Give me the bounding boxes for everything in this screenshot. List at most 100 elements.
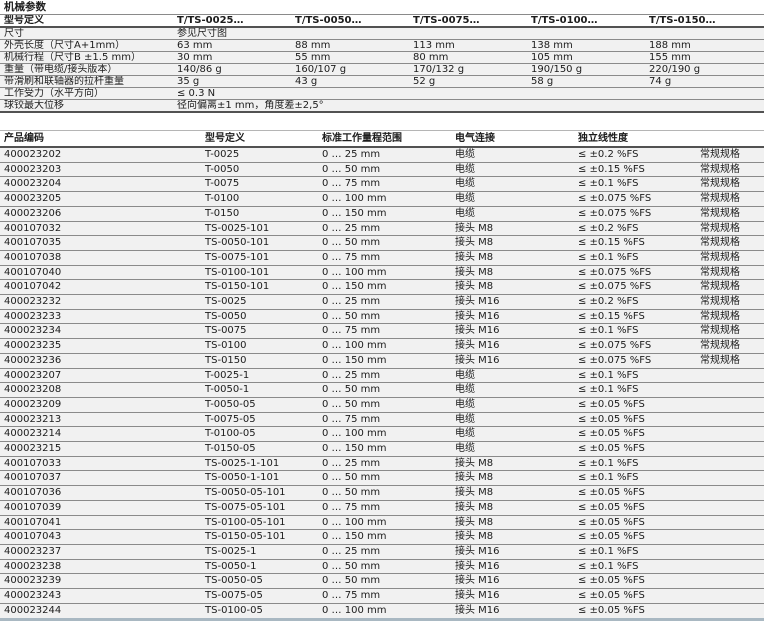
spec-tag-cell xyxy=(696,397,764,412)
model-cell: T-0050-05 xyxy=(205,398,256,410)
connection-cell: 接头 M8 xyxy=(455,487,494,499)
product-row: 400023207 T-0025-1 0 … 25 mm 电缆 ≤ ±0.1 %FS xyxy=(0,368,764,383)
linearity-cell: ≤ ±0.05 %FS xyxy=(578,398,645,410)
product-code-cell: 400023204 xyxy=(4,178,62,190)
connection-cell: 接头 M16 xyxy=(455,545,500,557)
product-code-cell: 400023233 xyxy=(4,310,62,322)
spec-tag-cell: 常规规格 xyxy=(700,354,740,366)
product-row: 400107043 TS-0150-05-101 0 … 150 mm 接头 M8 ≤ … xyxy=(0,529,764,545)
model-cell: T-0150 xyxy=(205,207,240,219)
product-code-cell: 400107036 xyxy=(4,487,62,499)
spec-tag-cell xyxy=(696,530,764,545)
mech-row-value: 58 g xyxy=(531,76,554,87)
product-row: 400107038 TS-0075-101 0 … 75 mm 接头 M8 ≤ ±0.1… xyxy=(0,250,764,266)
model-cell: TS-0100-05 xyxy=(205,604,263,616)
spec-tag-cell xyxy=(696,574,764,589)
connection-cell: 接头 M8 xyxy=(455,222,494,234)
product-column-header: 标准工作量程范围 xyxy=(322,133,402,144)
product-row: 400023234 TS-0075 0 … 75 mm 接头 M16 ≤ ±0.1 %F… xyxy=(0,323,764,339)
range-cell: 0 … 100 mm xyxy=(322,193,387,205)
product-row: 400107040 TS-0100-101 0 … 100 mm 接头 M8 ≤ ±0.… xyxy=(0,265,764,280)
spec-tag-cell xyxy=(696,500,764,515)
linearity-cell: ≤ ±0.05 %FS xyxy=(578,575,645,587)
product-row: 400023204 T-0075 0 … 75 mm 电缆 ≤ ±0.1 %FS 常规规格 xyxy=(0,176,764,192)
range-cell: 0 … 25 mm xyxy=(322,222,381,234)
product-code-cell: 400023215 xyxy=(4,443,62,455)
range-cell: 0 … 75 mm xyxy=(322,413,381,425)
spec-tag-cell xyxy=(696,589,764,604)
range-cell: 0 … 150 mm xyxy=(322,443,387,455)
mech-header-label: 型号定义 xyxy=(4,15,44,26)
mech-row: 重量（带电缆/接头版本） 140/86 g 160/107 g 170/132 g 19… xyxy=(0,63,764,76)
range-cell: 0 … 25 mm xyxy=(322,545,381,557)
spec-tag-cell xyxy=(696,427,764,442)
connection-cell: 接头 M16 xyxy=(455,604,500,616)
mech-row-value: 155 mm xyxy=(649,52,691,63)
linearity-cell: ≤ ±0.1 %FS xyxy=(578,545,639,557)
range-cell: 0 … 75 mm xyxy=(322,325,381,337)
range-cell: 0 … 100 mm xyxy=(322,516,387,528)
model-cell: TS-0100-05-101 xyxy=(205,516,286,528)
linearity-cell: ≤ ±0.2 %FS xyxy=(578,296,639,308)
linearity-cell: ≤ ±0.1 %FS xyxy=(578,472,639,484)
mech-row-value: 140/86 g xyxy=(177,64,222,75)
linearity-cell: ≤ ±0.1 %FS xyxy=(578,369,639,381)
mech-row-value: 35 g xyxy=(177,76,200,87)
linearity-cell: ≤ ±0.075 %FS xyxy=(578,266,652,278)
product-row: 400023232 TS-0025 0 … 25 mm 接头 M16 ≤ ±0.2 %F… xyxy=(0,294,764,310)
mech-row-value: 63 mm xyxy=(177,40,213,51)
product-code-cell: 400023234 xyxy=(4,325,62,337)
product-row: 400107033 TS-0025-1-101 0 … 25 mm 接头 M8 ≤ ±0… xyxy=(0,456,764,471)
product-row: 400107035 TS-0050-101 0 … 50 mm 接头 M8 ≤ ±0.1… xyxy=(0,235,764,251)
model-cell: TS-0075 xyxy=(205,325,247,337)
mech-row-value: 220/190 g xyxy=(649,64,701,75)
connection-cell: 接头 M16 xyxy=(455,325,500,337)
product-row: 400023208 T-0050-1 0 … 50 mm 电缆 ≤ ±0.1 %FS xyxy=(0,382,764,398)
linearity-cell: ≤ ±0.05 %FS xyxy=(578,604,645,616)
spec-tag-cell xyxy=(696,412,764,427)
model-cell: TS-0025-1-101 xyxy=(205,457,280,469)
mech-row-label: 重量（带电缆/接头版本） xyxy=(4,64,118,75)
product-code-cell: 400107037 xyxy=(4,472,62,484)
connection-cell: 接头 M16 xyxy=(455,354,500,366)
mech-row-value: 160/107 g xyxy=(295,64,347,75)
mech-row: 尺寸 参见尺寸图 xyxy=(0,27,764,40)
connection-cell: 电缆 xyxy=(455,178,475,190)
mech-row-value: 190/150 g xyxy=(531,64,583,75)
product-column-header: 独立线性度 xyxy=(578,133,628,144)
product-code-cell: 400107038 xyxy=(4,251,62,263)
product-code-cell: 400023202 xyxy=(4,149,62,160)
linearity-cell: ≤ ±0.1 %FS xyxy=(578,457,639,469)
linearity-cell: ≤ ±0.15 %FS xyxy=(578,237,645,249)
mech-row: 球铰最大位移 径向偏离±1 mm，角度差±2,5° xyxy=(0,99,764,112)
product-row: 400107041 TS-0100-05-101 0 … 100 mm 接头 M8 ≤ … xyxy=(0,515,764,530)
mech-header-model: T/TS-0075… xyxy=(413,15,480,26)
mech-row-value: 30 mm xyxy=(177,52,213,63)
spec-tag-cell xyxy=(696,456,764,471)
product-row: 400107039 TS-0075-05-101 0 … 75 mm 接头 M8 ≤ ±… xyxy=(0,500,764,516)
range-cell: 0 … 25 mm xyxy=(322,149,381,160)
mech-row-value: 88 mm xyxy=(295,40,331,51)
range-cell: 0 … 75 mm xyxy=(322,590,381,602)
connection-cell: 接头 M8 xyxy=(455,266,494,278)
spec-tag-cell xyxy=(696,442,764,457)
model-cell: TS-0150-05-101 xyxy=(205,531,286,543)
mech-row-label: 工作受力（水平方向） xyxy=(4,88,104,99)
product-row: 400107036 TS-0050-05-101 0 … 50 mm 接头 M8 ≤ ±… xyxy=(0,485,764,501)
spec-tag-cell: 常规规格 xyxy=(700,251,740,263)
product-row: 400023206 T-0150 0 … 150 mm 电缆 ≤ ±0.075 %FS 常… xyxy=(0,206,764,222)
product-code-cell: 400107033 xyxy=(4,457,62,469)
mech-row-span-value: 径向偏离±1 mm，角度差±2,5° xyxy=(177,100,324,111)
spec-tag-cell xyxy=(696,383,764,398)
connection-cell: 接头 M16 xyxy=(455,575,500,587)
product-code-cell: 400023244 xyxy=(4,604,62,616)
linearity-cell: ≤ ±0.05 %FS xyxy=(578,501,645,513)
range-cell: 0 … 50 mm xyxy=(322,487,381,499)
range-cell: 0 … 50 mm xyxy=(322,398,381,410)
connection-cell: 接头 M16 xyxy=(455,296,500,308)
model-cell: T-0075-05 xyxy=(205,413,256,425)
range-cell: 0 … 50 mm xyxy=(322,575,381,587)
connection-cell: 电缆 xyxy=(455,193,475,205)
product-row: 400023244 TS-0100-05 0 … 100 mm 接头 M16 ≤ ±0.… xyxy=(0,603,764,619)
product-code-cell: 400107040 xyxy=(4,266,62,278)
